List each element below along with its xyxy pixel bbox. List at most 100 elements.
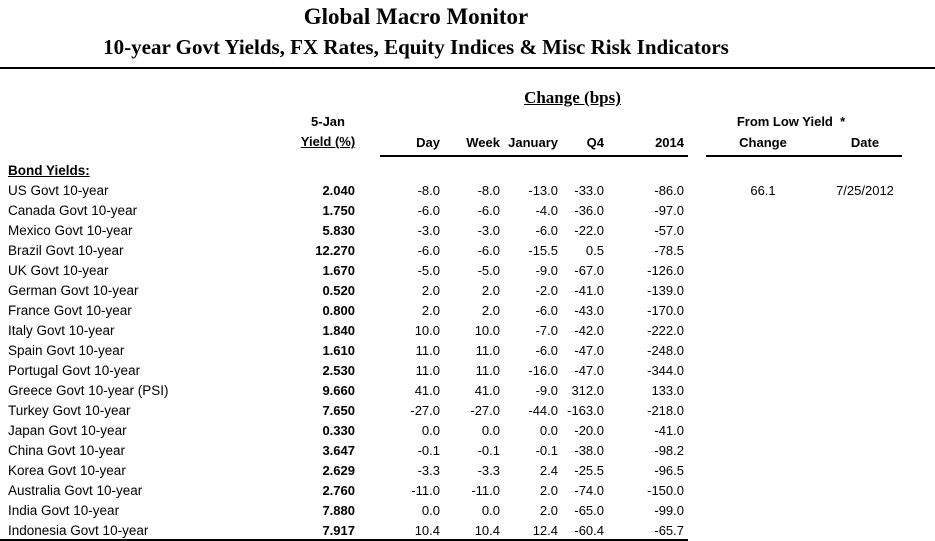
yield-value: 2.530 (322, 363, 355, 378)
q4-change-value: -163.0 (567, 403, 604, 418)
january-change-value: -16.0 (528, 363, 558, 378)
from-low-date-value (820, 521, 910, 541)
table-row: US Govt 10-year 2.040 -8.0 -8.0 -13.0 -3… (0, 181, 935, 201)
change-2014-value: -97.0 (654, 203, 684, 218)
table-row: German Govt 10-year 0.520 2.0 2.0 -2.0 -… (0, 281, 935, 301)
day-change-value: 10.0 (414, 323, 440, 338)
from-low-date-value (820, 341, 910, 361)
yield-value: 0.520 (322, 283, 355, 298)
q4-change-value: -42.0 (574, 323, 604, 338)
from-low-change-value (706, 381, 820, 401)
table-row: Canada Govt 10-year 1.750 -6.0 -6.0 -4.0… (0, 201, 935, 221)
from-low-date-value (820, 501, 910, 521)
from-low-date-value (820, 441, 910, 461)
yield-header-label: Yield (%) (300, 134, 356, 149)
row-label: India Govt 10-year (8, 503, 120, 518)
from-low-date-value (820, 241, 910, 261)
row-label: China Govt 10-year (8, 443, 126, 458)
from-low-date-value (820, 401, 910, 421)
yield-value: 1.840 (322, 323, 355, 338)
from-low-date-value (820, 301, 910, 321)
table-row: Australia Govt 10-year 2.760 -11.0 -11.0… (0, 481, 935, 501)
january-change-value: -6.0 (535, 343, 558, 358)
from-low-change-value (706, 401, 820, 421)
week-change-value: 11.0 (475, 363, 500, 378)
yield-value: 7.880 (322, 503, 355, 518)
january-change-value: -6.0 (535, 223, 558, 238)
q4-change-value: -47.0 (574, 343, 604, 358)
change-2014-value: -78.5 (654, 243, 684, 258)
page-subtitle: 10-year Govt Yields, FX Rates, Equity In… (103, 35, 729, 59)
january-change-value: -13.0 (528, 183, 558, 198)
day-change-value: -11.0 (411, 483, 440, 498)
day-change-value: -3.0 (417, 223, 440, 238)
from-low-date-value (820, 481, 910, 501)
week-change-value: 2.0 (481, 283, 500, 298)
table-row: Mexico Govt 10-year 5.830 -3.0 -3.0 -6.0… (0, 221, 935, 241)
row-label: Greece Govt 10-year (PSI) (8, 383, 169, 398)
change-2014-value: -139.0 (647, 283, 684, 298)
col-header-from-low-change: Change (739, 135, 787, 150)
col-header-from-low-date: Date (850, 135, 880, 150)
yield-value: 1.750 (322, 203, 355, 218)
from-low-date-value (820, 221, 910, 241)
from-low-change-value (706, 521, 820, 541)
january-change-value: -7.0 (535, 323, 558, 338)
q4-change-value: -25.5 (574, 463, 604, 478)
col-header-week: Week (466, 135, 500, 150)
row-label: Turkey Govt 10-year (8, 403, 131, 418)
day-change-value: -3.3 (417, 463, 440, 478)
day-change-value: -27.0 (410, 403, 440, 418)
week-change-value: 2.0 (481, 303, 500, 318)
yield-header-date: 5-Jan (311, 114, 345, 129)
yield-column-header: 5-Jan Yield (%) (293, 112, 363, 152)
from-low-change-value (706, 301, 820, 321)
from-low-date-value (820, 361, 910, 381)
week-change-value: 0.0 (481, 423, 500, 438)
from-low-change-value: 66.1 (750, 183, 776, 198)
change-2014-value: -222.0 (647, 323, 684, 338)
table-row: Italy Govt 10-year 1.840 10.0 10.0 -7.0 … (0, 321, 935, 341)
change-bps-group-header: Change (bps) (524, 88, 621, 107)
table-row: UK Govt 10-year 1.670 -5.0 -5.0 -9.0 -67… (0, 261, 935, 281)
week-change-value: -3.0 (477, 223, 500, 238)
section-label-bond-yields: Bond Yields: (8, 163, 90, 178)
from-low-change-value (706, 481, 820, 501)
q4-change-value: -65.0 (574, 503, 604, 518)
row-label: Mexico Govt 10-year (8, 223, 133, 238)
q4-change-value: 0.5 (585, 243, 604, 258)
q4-change-value: -67.0 (574, 263, 604, 278)
change-2014-value: -344.0 (647, 363, 684, 378)
week-change-value: -5.0 (477, 263, 500, 278)
from-low-date-value (820, 381, 910, 401)
yield-value: 2.760 (322, 483, 355, 498)
from-low-change-value (706, 461, 820, 481)
row-label: Portugal Govt 10-year (8, 363, 141, 378)
change-2014-value: -218.0 (647, 403, 684, 418)
table-row: Indonesia Govt 10-year 7.917 10.4 10.4 1… (0, 521, 935, 541)
row-label: Australia Govt 10-year (8, 483, 143, 498)
january-change-value: 2.4 (539, 463, 558, 478)
table-row: Japan Govt 10-year 0.330 0.0 0.0 0.0 -20… (0, 421, 935, 441)
table-rows: US Govt 10-year 2.040 -8.0 -8.0 -13.0 -3… (0, 181, 935, 541)
january-change-value: 0.0 (539, 423, 558, 438)
change-2014-value: -170.0 (647, 303, 684, 318)
day-change-value: 11.0 (415, 343, 440, 358)
change-2014-value: -126.0 (647, 263, 684, 278)
change-2014-value: -57.0 (654, 223, 684, 238)
day-change-value: -6.0 (417, 243, 440, 258)
col-header-day: Day (416, 135, 440, 150)
yield-value: 2.629 (322, 463, 355, 478)
week-change-value: -11.0 (471, 483, 500, 498)
row-label: US Govt 10-year (8, 183, 109, 198)
january-change-value: -6.0 (535, 303, 558, 318)
january-change-value: -0.1 (535, 443, 558, 458)
yield-value: 1.670 (322, 263, 355, 278)
row-label: Spain Govt 10-year (8, 343, 125, 358)
q4-change-value: -41.0 (574, 283, 604, 298)
row-label: Italy Govt 10-year (8, 323, 115, 338)
january-change-value: -44.0 (528, 403, 558, 418)
week-change-value: 10.4 (474, 523, 500, 538)
table-row: Turkey Govt 10-year 7.650 -27.0 -27.0 -4… (0, 401, 935, 421)
from-low-change-value (706, 261, 820, 281)
